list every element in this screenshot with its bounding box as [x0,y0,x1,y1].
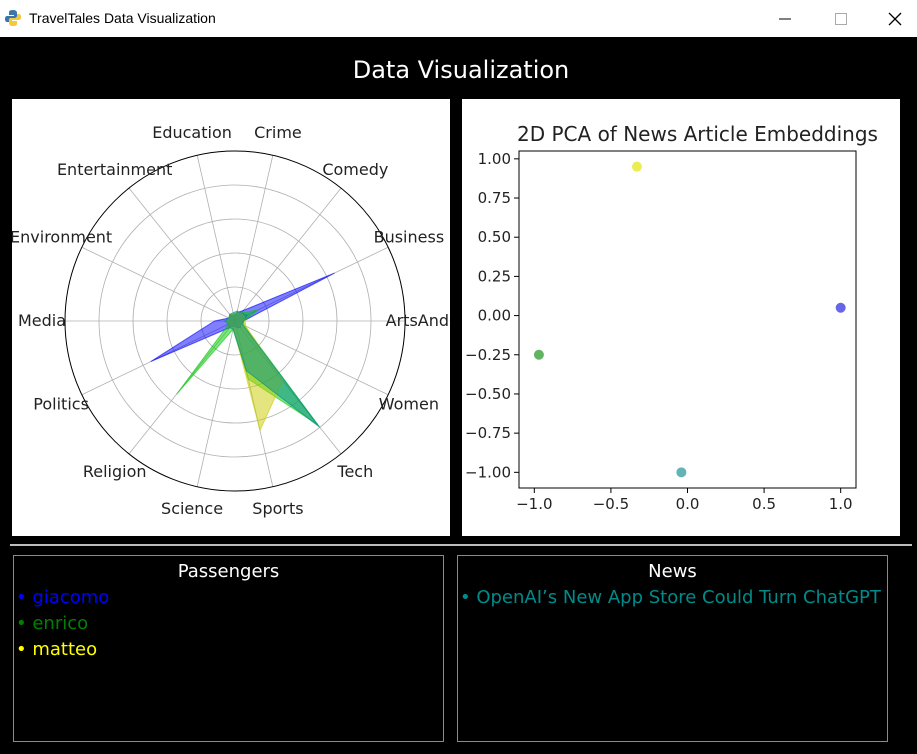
radar-category-label: Science [161,499,223,518]
y-tick-label: 1.00 [478,150,511,168]
radar-chart-panel: ArtsAndCu Business Comedy Crime Education Ent… [10,99,470,536]
pca-scatter-chart: 2D PCA of News Article Embeddings −1.0 −0.… [465,122,878,513]
news-header: News [648,561,697,582]
minimize-button[interactable] [762,0,808,37]
radar-chart: ArtsAndCu Business Comedy Crime Education Ent… [10,123,470,518]
maximize-button[interactable] [818,0,864,37]
window-titlebar: TravelTales Data Visualization [0,0,917,37]
radar-category-label: Media [18,311,66,330]
radar-spoke [234,187,342,322]
radar-category-label: Tech [336,462,373,481]
radar-spoke [234,320,389,396]
python-app-icon [5,10,21,26]
y-tick-label: −1.00 [465,463,511,481]
y-tick-label: −0.75 [465,424,511,442]
radar-category-label: Education [152,123,232,142]
radar-spoke [128,187,236,322]
passenger-item[interactable]: • matteo [16,639,98,660]
y-tick-label: 0.50 [478,228,511,246]
radar-category-label: Entertainment [57,160,172,179]
scatter-point [631,161,642,172]
minimize-icon [779,18,791,19]
close-icon [888,12,902,25]
news-list[interactable]: News • OpenAI’s New App Store Could Turn… [457,555,888,742]
passengers-header: Passengers [177,561,280,582]
x-tick-label: −0.5 [593,495,629,513]
section-divider [10,544,912,546]
x-tick-label: 0.5 [752,495,776,513]
radar-series [223,310,321,428]
y-tick-label: 0.75 [478,189,511,207]
radar-category-label: Politics [33,395,89,414]
radar-category-label: Women [379,395,439,414]
y-tick-label: 0.25 [478,267,511,285]
passenger-item[interactable]: • giacomo [16,587,110,608]
radar-category-label: Environment [12,227,112,246]
scatter-frame [518,150,857,489]
passenger-item[interactable]: • enrico [16,613,89,634]
radar-spoke [196,155,236,322]
radar-spoke [234,155,274,322]
close-button[interactable] [872,0,917,37]
y-tick-label: 0.00 [478,307,511,325]
radar-category-label: Sports [252,499,303,518]
page-title: Data Visualization [352,56,570,84]
radar-spoke [196,320,236,487]
scatter-point [533,349,544,360]
radar-outline [64,150,406,492]
news-item[interactable]: • OpenAI’s New App Store Could Turn Chat… [460,587,881,608]
maximize-icon [835,12,847,25]
radar-category-label: ArtsAndCu [386,311,450,330]
x-tick-label: −1.0 [516,495,552,513]
scatter-title: 2D PCA of News Article Embeddings [517,122,878,146]
y-tick-label: −0.25 [465,346,511,364]
scatter-chart-panel: 2D PCA of News Article Embeddings −1.0 −0.… [462,99,900,536]
x-tick-label: 0.0 [676,495,700,513]
radar-spoke [81,246,236,322]
x-tick-label: 1.0 [829,495,853,513]
radar-category-label: Religion [83,462,147,481]
window-title: TravelTales Data Visualization [29,10,216,26]
scatter-point [676,467,687,478]
radar-category-label: Crime [254,123,302,142]
radar-category-label: Comedy [322,160,388,179]
passengers-list[interactable]: Passengers • giacomo • enrico • matteo [13,555,444,742]
y-tick-label: −0.50 [465,385,511,403]
scatter-point [835,302,846,313]
radar-category-label: Business [374,227,445,246]
